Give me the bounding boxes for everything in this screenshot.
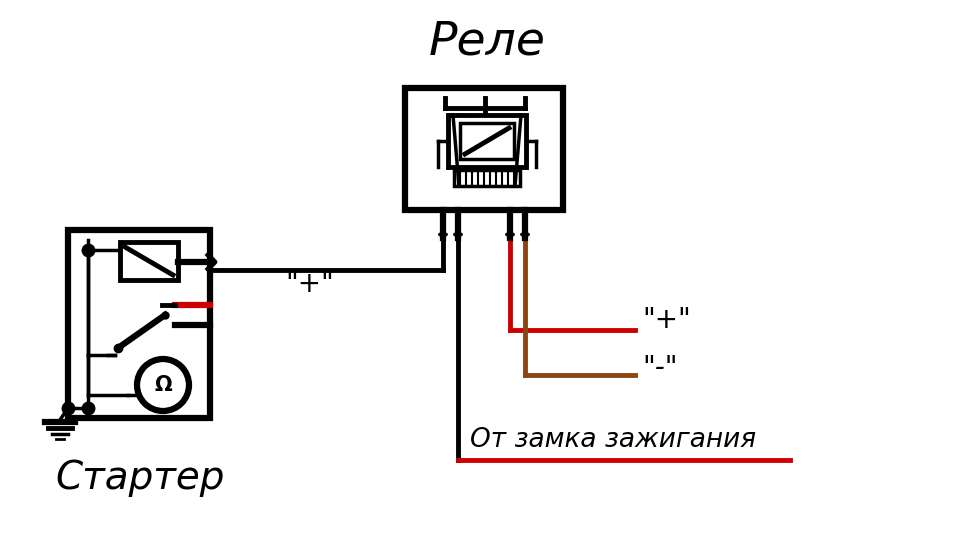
- Bar: [405, 88, 563, 210]
- Text: "+": "+": [642, 306, 691, 334]
- Bar: [460, 123, 514, 159]
- Bar: [120, 242, 178, 280]
- Text: "-": "-": [642, 354, 678, 382]
- Text: От замка зажигания: От замка зажигания: [470, 427, 756, 453]
- Text: Ω: Ω: [155, 375, 172, 395]
- Bar: [68, 230, 210, 418]
- Text: "+": "+": [285, 270, 334, 298]
- Bar: [454, 170, 520, 186]
- Bar: [448, 115, 526, 167]
- Text: Реле: Реле: [428, 19, 545, 64]
- Text: Стартер: Стартер: [55, 459, 225, 497]
